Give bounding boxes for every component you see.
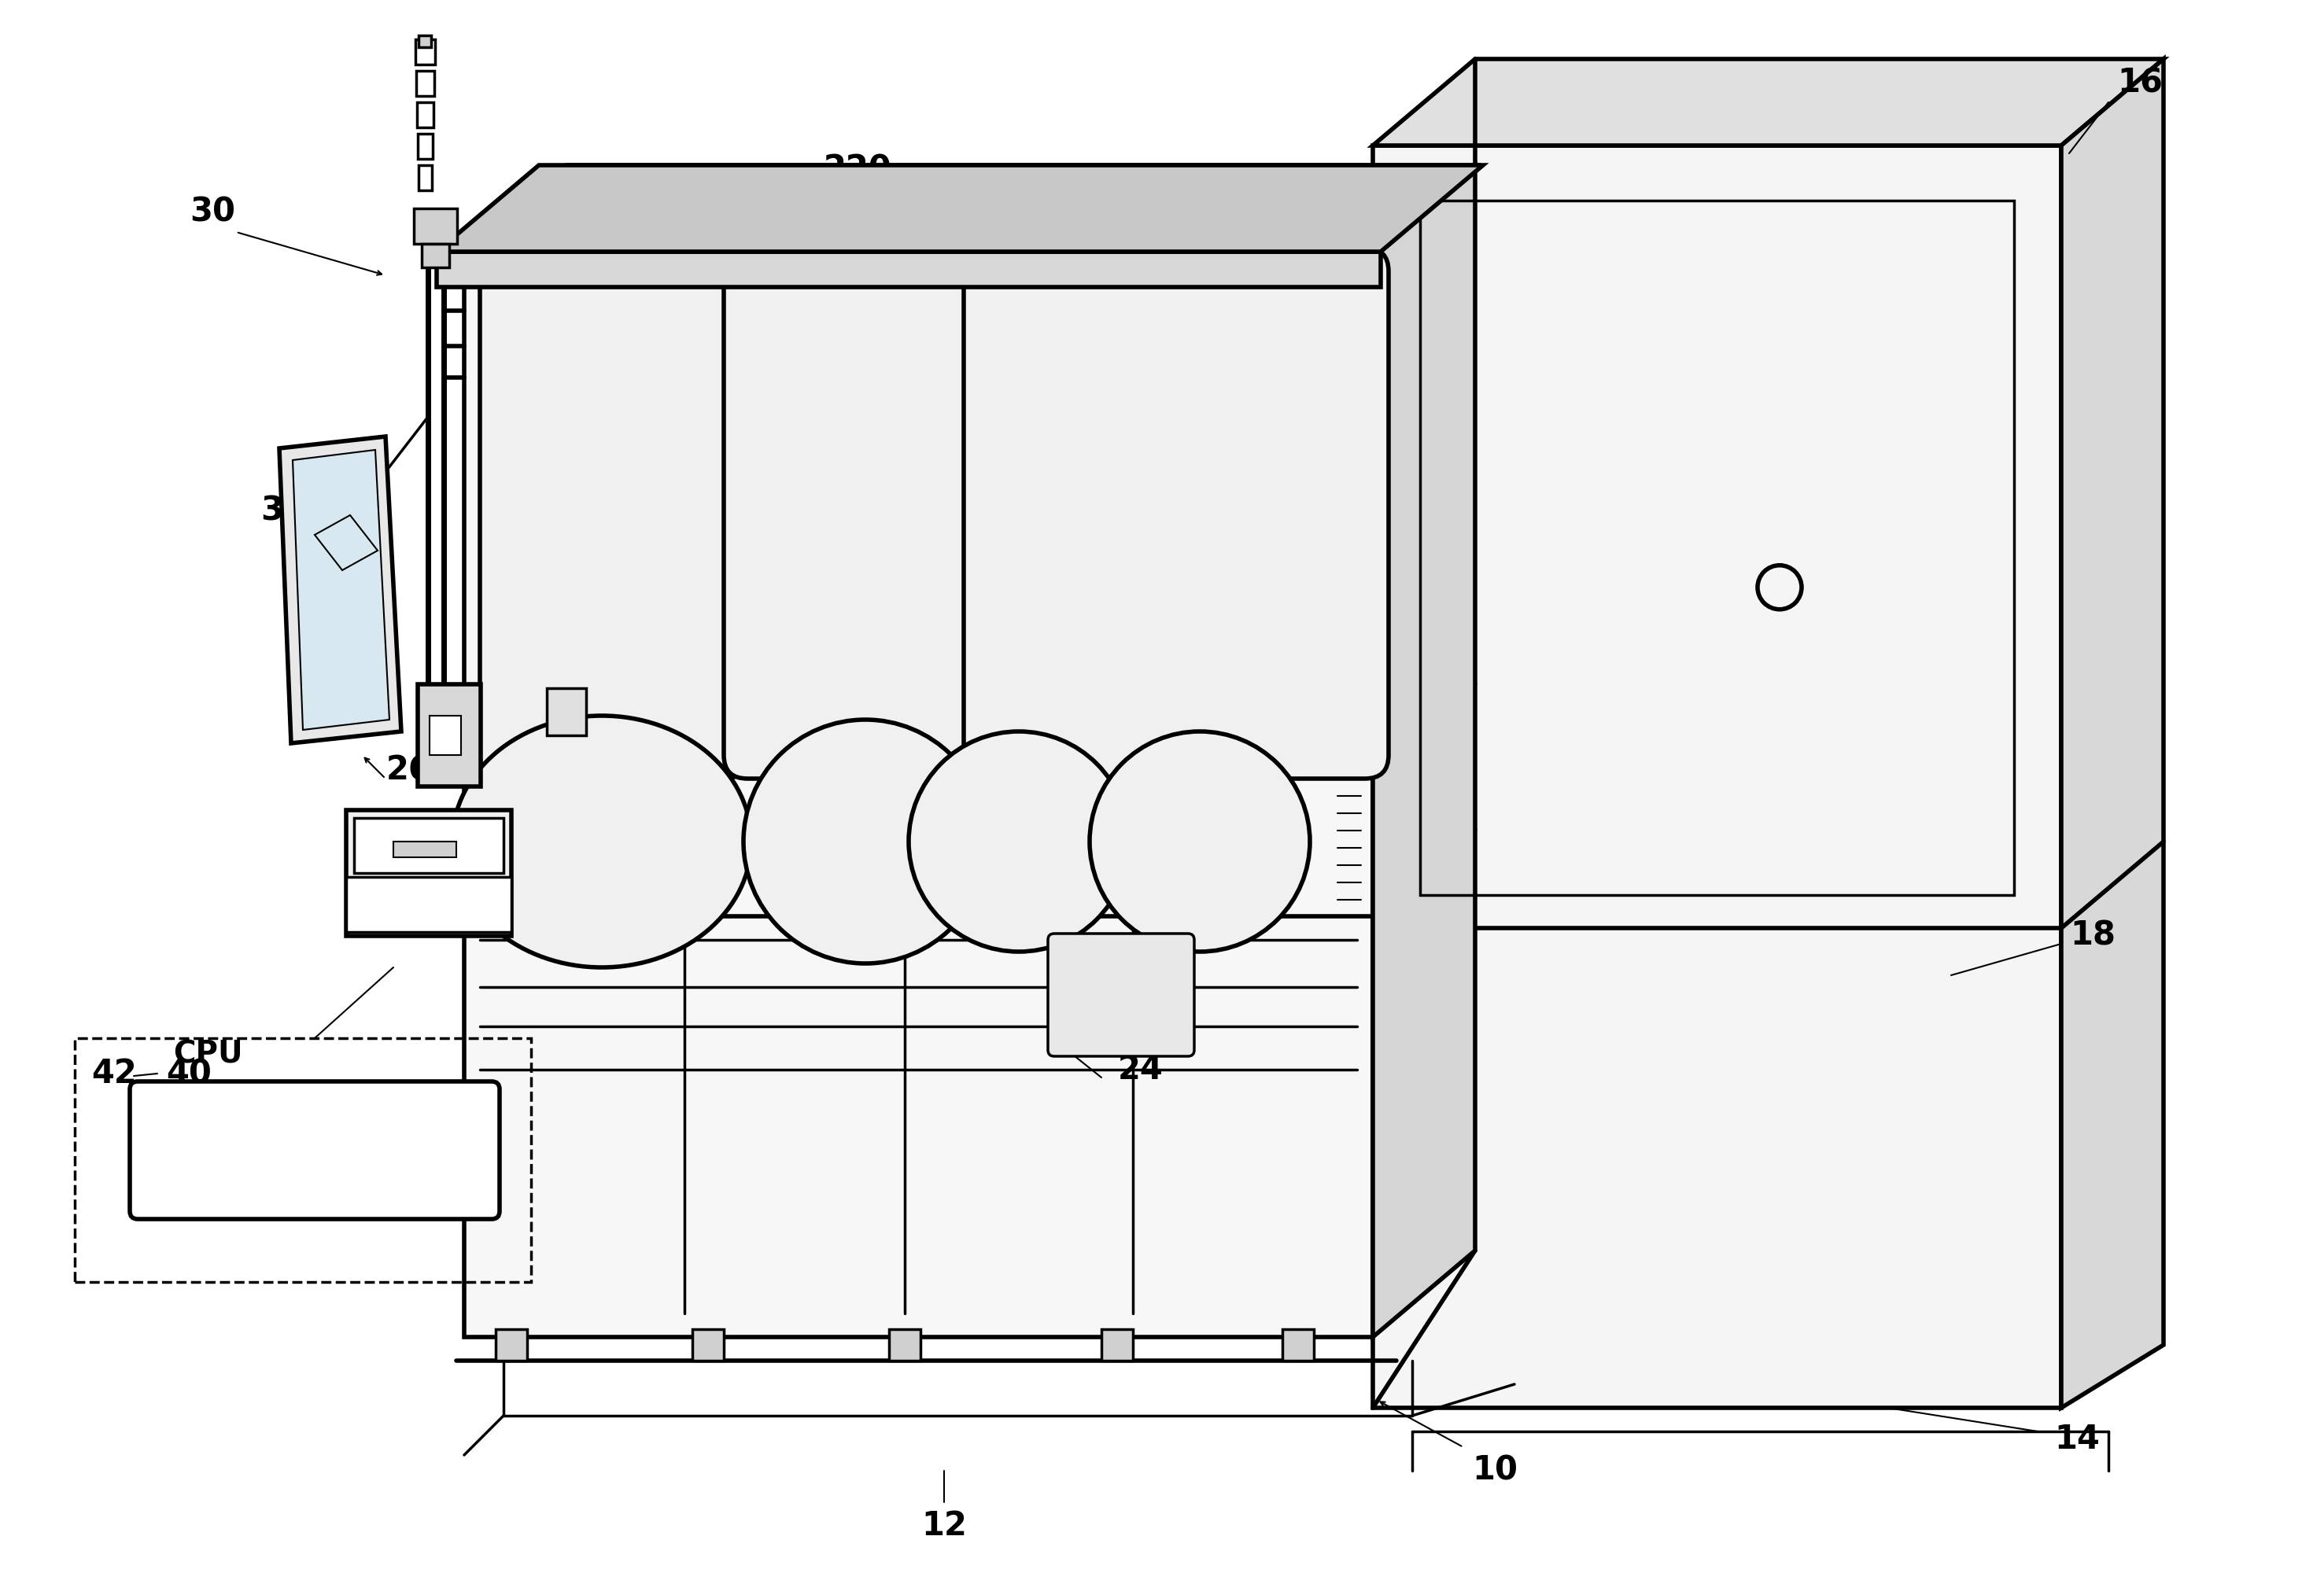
Polygon shape [465,165,1476,252]
Ellipse shape [1090,732,1311,952]
Text: 16: 16 [2117,67,2164,100]
Text: 14: 14 [2054,1422,2099,1456]
FancyBboxPatch shape [723,247,992,779]
Bar [693,1329,723,1361]
Text: 32: 32 [260,494,307,527]
Text: 28: 28 [386,809,432,843]
Text: 26: 26 [386,754,432,787]
Bar [418,684,481,787]
FancyBboxPatch shape [130,1082,500,1220]
Polygon shape [2061,59,2164,1408]
Text: 10: 10 [1471,1454,1518,1487]
Text: 12: 12 [920,1510,967,1543]
Polygon shape [465,252,1373,1337]
Bar [418,133,432,158]
Ellipse shape [744,719,988,963]
Bar [416,103,435,127]
Bar [393,841,456,857]
Bar [346,878,511,931]
Text: identification and
allocation unit: identification and allocation unit [181,1121,449,1186]
Text: 220: 220 [823,152,892,185]
Text: 24: 24 [1118,1053,1164,1087]
Bar [495,1329,528,1361]
Text: 18: 18 [2071,919,2115,952]
Bar [1102,1329,1132,1361]
Bar [890,1329,920,1361]
Bar [414,209,458,244]
Polygon shape [437,165,1483,252]
Polygon shape [1373,59,2164,146]
Text: CPU: CPU [172,1039,242,1069]
Bar [353,817,504,873]
Polygon shape [279,437,402,743]
FancyBboxPatch shape [479,247,748,779]
Bar [416,40,435,65]
Bar [74,1038,532,1281]
Bar [1420,201,2015,895]
Polygon shape [1373,165,1476,1337]
Bar [418,165,432,190]
Text: 30: 30 [191,196,235,228]
Text: 34: 34 [630,192,676,225]
FancyBboxPatch shape [964,247,1387,779]
Ellipse shape [453,716,751,968]
Bar [430,716,460,756]
Polygon shape [1373,146,2061,1408]
Bar [135,1085,495,1215]
Bar [418,35,432,48]
Bar [421,244,449,268]
Ellipse shape [909,732,1129,952]
Text: 40: 40 [165,1057,211,1090]
Bar [546,687,586,735]
Bar [346,809,511,936]
Text: 42: 42 [91,1057,137,1090]
Bar [416,71,435,97]
Bar [1283,1329,1313,1361]
Bar [437,252,1380,287]
FancyBboxPatch shape [1048,933,1195,1057]
Polygon shape [293,450,390,730]
Text: 22: 22 [1118,998,1164,1031]
Text: 20: 20 [1009,534,1053,567]
